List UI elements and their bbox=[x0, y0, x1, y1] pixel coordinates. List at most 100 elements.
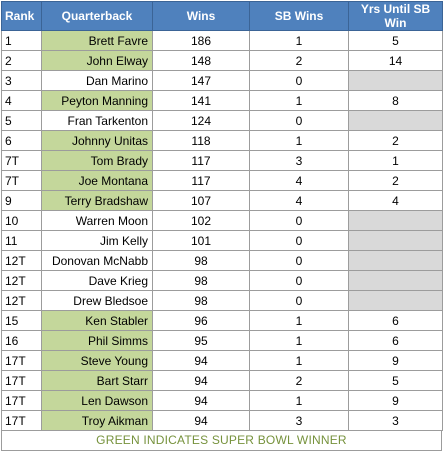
sb-wins-cell: 1 bbox=[249, 30, 349, 51]
quarterback-cell: Fran Tarkenton bbox=[41, 110, 153, 131]
sb-wins-cell: 0 bbox=[249, 110, 349, 131]
wins-cell: 102 bbox=[152, 210, 250, 231]
wins-cell: 98 bbox=[152, 250, 250, 271]
rank-cell: 12T bbox=[1, 290, 42, 311]
quarterback-cell: John Elway bbox=[41, 50, 153, 71]
wins-cell: 94 bbox=[152, 390, 250, 411]
rank-cell: 17T bbox=[1, 350, 42, 371]
rank-cell: 11 bbox=[1, 230, 42, 251]
yrs-until-cell bbox=[348, 250, 443, 271]
quarterback-cell: Steve Young bbox=[41, 350, 153, 371]
quarterback-cell: Dave Krieg bbox=[41, 270, 153, 291]
wins-cell: 124 bbox=[152, 110, 250, 131]
rank-cell: 4 bbox=[1, 90, 42, 111]
quarterback-cell: Tom Brady bbox=[41, 150, 153, 171]
table-row: 2 John Elway 148 2 14 bbox=[1, 50, 443, 71]
rank-cell: 16 bbox=[1, 330, 42, 351]
sb-wins-cell: 1 bbox=[249, 310, 349, 331]
table-row: 10 Warren Moon 102 0 bbox=[1, 210, 443, 231]
quarterback-cell: Johnny Unitas bbox=[41, 130, 153, 151]
rank-cell: 6 bbox=[1, 130, 42, 151]
quarterback-cell: Ken Stabler bbox=[41, 310, 153, 331]
rank-cell: 1 bbox=[1, 30, 42, 51]
qb-wins-table: Rank Quarterback Wins SB Wins Yrs Until … bbox=[1, 1, 443, 431]
wins-cell: 118 bbox=[152, 130, 250, 151]
sb-wins-cell: 1 bbox=[249, 130, 349, 151]
sb-wins-cell: 4 bbox=[249, 190, 349, 211]
table-row: 7T Tom Brady 117 3 1 bbox=[1, 150, 443, 171]
table-row: 17T Steve Young 94 1 9 bbox=[1, 350, 443, 371]
yrs-until-cell: 9 bbox=[348, 390, 443, 411]
table-row: 16 Phil Simms 95 1 6 bbox=[1, 330, 443, 351]
wins-cell: 148 bbox=[152, 50, 250, 71]
yrs-until-cell: 2 bbox=[348, 130, 443, 151]
table-row: 12T Drew Bledsoe 98 0 bbox=[1, 290, 443, 311]
table-row: 12T Dave Krieg 98 0 bbox=[1, 270, 443, 291]
quarterback-cell: Len Dawson bbox=[41, 390, 153, 411]
yrs-until-cell bbox=[348, 230, 443, 251]
table-row: 17T Bart Starr 94 2 5 bbox=[1, 370, 443, 391]
quarterback-cell: Joe Montana bbox=[41, 170, 153, 191]
table-row: 11 Jim Kelly 101 0 bbox=[1, 230, 443, 251]
rank-cell: 10 bbox=[1, 210, 42, 231]
sb-wins-cell: 1 bbox=[249, 90, 349, 111]
table-row: 15 Ken Stabler 96 1 6 bbox=[1, 310, 443, 331]
sb-wins-cell: 2 bbox=[249, 50, 349, 71]
yrs-until-cell: 4 bbox=[348, 190, 443, 211]
legend-note: GREEN INDICATES SUPER BOWL WINNER bbox=[1, 431, 442, 451]
quarterback-cell: Drew Bledsoe bbox=[41, 290, 153, 311]
wins-cell: 94 bbox=[152, 350, 250, 371]
wins-cell: 94 bbox=[152, 370, 250, 391]
rank-cell: 12T bbox=[1, 250, 42, 271]
yrs-until-cell: 6 bbox=[348, 310, 443, 331]
header-yrs-until-sb-win: Yrs Until SB Win bbox=[348, 1, 443, 31]
rank-cell: 3 bbox=[1, 70, 42, 91]
table-row: 7T Joe Montana 117 4 2 bbox=[1, 170, 443, 191]
sb-wins-cell: 2 bbox=[249, 370, 349, 391]
table-row: 12T Donovan McNabb 98 0 bbox=[1, 250, 443, 271]
quarterback-cell: Donovan McNabb bbox=[41, 250, 153, 271]
sb-wins-cell: 1 bbox=[249, 350, 349, 371]
header-row: Rank Quarterback Wins SB Wins Yrs Until … bbox=[1, 1, 443, 31]
yrs-until-cell bbox=[348, 290, 443, 311]
table-row: 17T Troy Aikman 94 3 3 bbox=[1, 410, 443, 431]
header-sb-wins: SB Wins bbox=[249, 1, 349, 31]
sb-wins-cell: 3 bbox=[249, 410, 349, 431]
yrs-until-cell: 3 bbox=[348, 410, 443, 431]
table-row: 9 Terry Bradshaw 107 4 4 bbox=[1, 190, 443, 211]
rank-cell: 12T bbox=[1, 270, 42, 291]
wins-cell: 117 bbox=[152, 170, 250, 191]
yrs-until-cell bbox=[348, 270, 443, 291]
sb-wins-cell: 3 bbox=[249, 150, 349, 171]
wins-cell: 95 bbox=[152, 330, 250, 351]
yrs-until-cell: 6 bbox=[348, 330, 443, 351]
yrs-until-cell: 2 bbox=[348, 170, 443, 191]
rank-cell: 17T bbox=[1, 410, 42, 431]
yrs-until-cell bbox=[348, 70, 443, 91]
sb-wins-cell: 4 bbox=[249, 170, 349, 191]
quarterback-cell: Phil Simms bbox=[41, 330, 153, 351]
yrs-until-cell: 1 bbox=[348, 150, 443, 171]
table-row: 4 Peyton Manning 141 1 8 bbox=[1, 90, 443, 111]
wins-cell: 107 bbox=[152, 190, 250, 211]
rank-cell: 9 bbox=[1, 190, 42, 211]
sb-wins-cell: 0 bbox=[249, 70, 349, 91]
quarterback-cell: Bart Starr bbox=[41, 370, 153, 391]
quarterback-cell: Peyton Manning bbox=[41, 90, 153, 111]
table-row: 17T Len Dawson 94 1 9 bbox=[1, 390, 443, 411]
quarterback-cell: Brett Favre bbox=[41, 30, 153, 51]
wins-cell: 98 bbox=[152, 290, 250, 311]
table-row: 3 Dan Marino 147 0 bbox=[1, 70, 443, 91]
yrs-until-cell: 14 bbox=[348, 50, 443, 71]
sb-wins-cell: 0 bbox=[249, 270, 349, 291]
quarterback-cell: Dan Marino bbox=[41, 70, 153, 91]
wins-cell: 141 bbox=[152, 90, 250, 111]
wins-cell: 117 bbox=[152, 150, 250, 171]
sb-wins-cell: 0 bbox=[249, 250, 349, 271]
rank-cell: 15 bbox=[1, 310, 42, 331]
rank-cell: 5 bbox=[1, 110, 42, 131]
sb-wins-cell: 0 bbox=[249, 210, 349, 231]
wins-cell: 147 bbox=[152, 70, 250, 91]
table-body: 1 Brett Favre 186 1 5 2 John Elway 148 2 14 3 Dan M… bbox=[1, 30, 443, 431]
